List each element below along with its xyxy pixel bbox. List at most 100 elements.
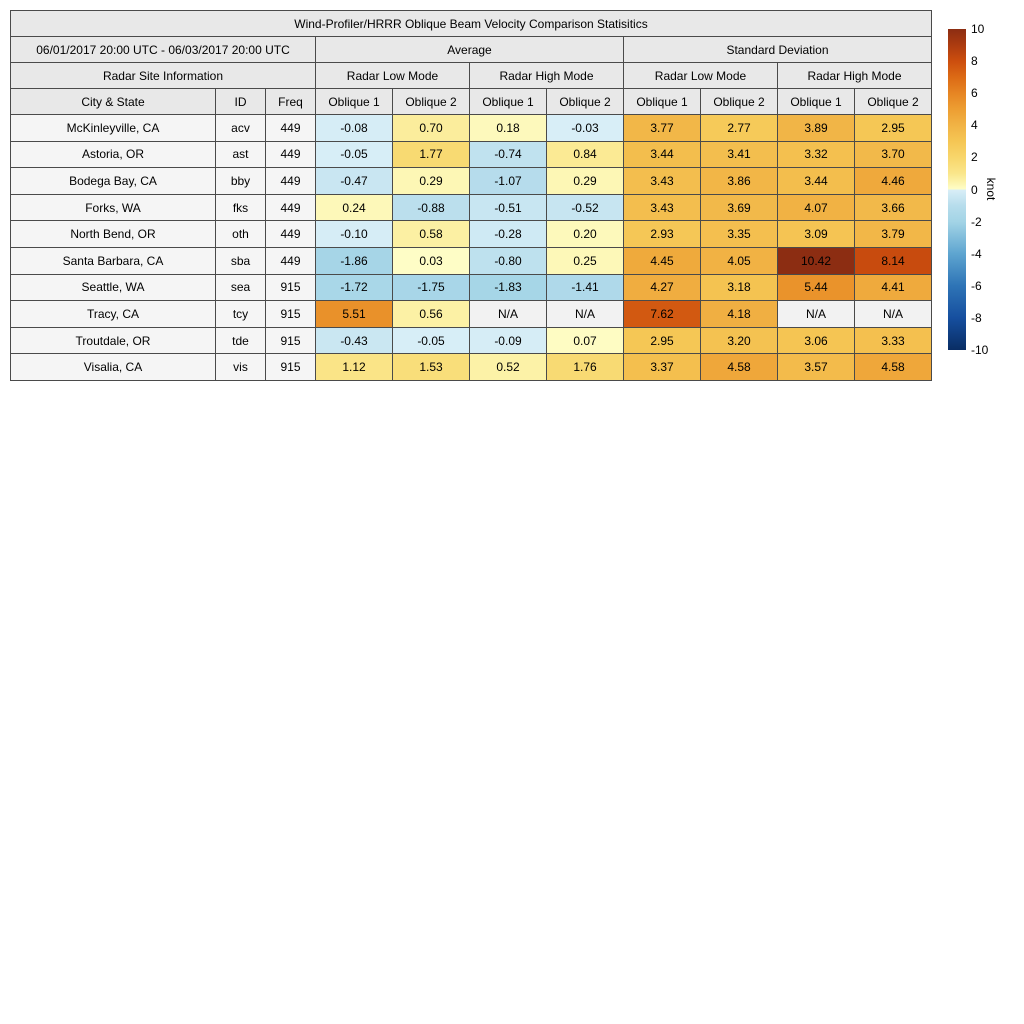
value-cell: 1.77: [392, 140, 470, 169]
value-cell: 0.70: [392, 114, 470, 142]
value-cell: 3.77: [623, 114, 701, 142]
table-row: McKinleyville, CA acv 449 -0.08 0.70 0.18 -0.0…: [10, 114, 932, 142]
column-header-row: City & State ID Freq Oblique 1 Oblique 2…: [10, 88, 932, 115]
value-cell: -0.51: [469, 193, 547, 222]
value-cell: 2.95: [623, 326, 701, 355]
id-cell: sea: [215, 273, 266, 302]
value-cell: 3.35: [700, 220, 778, 248]
value-cell: 3.44: [623, 140, 701, 169]
value-cell: -0.88: [392, 193, 470, 222]
value-cell: -0.10: [315, 220, 393, 248]
value-cell: 0.03: [392, 246, 470, 275]
city-cell: McKinleyville, CA: [10, 114, 216, 142]
value-cell: 3.86: [700, 167, 778, 195]
id-cell: bby: [215, 167, 266, 195]
value-cell: 10.42: [777, 246, 855, 275]
value-cell: 0.25: [546, 246, 624, 275]
city-cell: Bodega Bay, CA: [10, 167, 216, 195]
value-cell: 4.07: [777, 193, 855, 222]
group-row-1: 06/01/2017 20:00 UTC - 06/03/2017 20:00 …: [10, 36, 932, 63]
colorbar-tick-label: 6: [971, 86, 978, 101]
value-cell: 3.89: [777, 114, 855, 142]
value-cell: 0.07: [546, 326, 624, 355]
value-cell: 3.79: [854, 220, 932, 248]
colorbar-gradient: [948, 29, 966, 350]
value-cell: -0.08: [315, 114, 393, 142]
value-cell: 0.18: [469, 114, 547, 142]
value-cell: 3.33: [854, 326, 932, 355]
value-cell: N/A: [777, 300, 855, 328]
value-cell: 3.20: [700, 326, 778, 355]
value-cell: 3.57: [777, 353, 855, 381]
colorbar-tick-label: -8: [971, 310, 982, 325]
id-cell: tcy: [215, 300, 266, 328]
value-cell: 4.46: [854, 167, 932, 195]
date-range-cell: 06/01/2017 20:00 UTC - 06/03/2017 20:00 …: [10, 36, 316, 63]
table-row: Seattle, WA sea 915 -1.72 -1.75 -1.83 -1.41 4.2…: [10, 273, 932, 302]
col-oblique2-header: Oblique 2: [546, 88, 624, 115]
value-cell: 3.06: [777, 326, 855, 355]
col-oblique1-header: Oblique 1: [469, 88, 547, 115]
col-oblique1-header: Oblique 1: [315, 88, 393, 115]
colorbar-tick-label: 10: [971, 22, 985, 36]
value-cell: 3.43: [623, 193, 701, 222]
value-cell: -1.75: [392, 273, 470, 302]
col-oblique2-header: Oblique 2: [854, 88, 932, 115]
sd-low-mode-header: Radar Low Mode: [623, 62, 778, 89]
table-title: Wind-Profiler/HRRR Oblique Beam Velocity…: [10, 10, 932, 37]
value-cell: 0.84: [546, 140, 624, 169]
col-freq-header: Freq: [265, 88, 316, 115]
value-cell: 0.56: [392, 300, 470, 328]
freq-cell: 915: [265, 300, 316, 328]
freq-cell: 449: [265, 140, 316, 169]
colorbar-tick-label: 8: [971, 54, 978, 69]
city-cell: Forks, WA: [10, 193, 216, 222]
table-row: North Bend, OR oth 449 -0.10 0.58 -0.28 0.20 2.…: [10, 220, 932, 248]
value-cell: 4.41: [854, 273, 932, 302]
value-cell: 3.69: [700, 193, 778, 222]
value-cell: 0.58: [392, 220, 470, 248]
sd-high-mode-header: Radar High Mode: [777, 62, 932, 89]
city-cell: Santa Barbara, CA: [10, 246, 216, 275]
avg-low-mode-header: Radar Low Mode: [315, 62, 470, 89]
value-cell: -0.47: [315, 167, 393, 195]
city-cell: Troutdale, OR: [10, 326, 216, 355]
value-cell: 0.52: [469, 353, 547, 381]
value-cell: -1.41: [546, 273, 624, 302]
value-cell: 3.09: [777, 220, 855, 248]
value-cell: 2.95: [854, 114, 932, 142]
table-row: Astoria, OR ast 449 -0.05 1.77 -0.74 0.84 3.44 3…: [10, 140, 932, 169]
value-cell: 4.58: [854, 353, 932, 381]
table-row: Santa Barbara, CA sba 449 -1.86 0.03 -0.80 0.2…: [10, 246, 932, 275]
city-cell: Visalia, CA: [10, 353, 216, 381]
value-cell: 0.24: [315, 193, 393, 222]
site-info-cell: Radar Site Information: [10, 62, 316, 89]
id-cell: sba: [215, 246, 266, 275]
value-cell: -0.05: [392, 326, 470, 355]
freq-cell: 449: [265, 193, 316, 222]
value-cell: -0.28: [469, 220, 547, 248]
table-body: McKinleyville, CA acv 449 -0.08 0.70 0.18 -0.0…: [10, 114, 932, 381]
value-cell: -0.05: [315, 140, 393, 169]
colorbar-tick-label: -2: [971, 214, 982, 229]
id-cell: ast: [215, 140, 266, 169]
freq-cell: 915: [265, 353, 316, 381]
value-cell: 3.41: [700, 140, 778, 169]
table-row: Bodega Bay, CA bby 449 -0.47 0.29 -1.07 0.29 3.…: [10, 167, 932, 195]
value-cell: 3.44: [777, 167, 855, 195]
table-row: Troutdale, OR tde 915 -0.43 -0.05 -0.09 0.07 2.…: [10, 326, 932, 355]
id-cell: vis: [215, 353, 266, 381]
col-oblique2-header: Oblique 2: [392, 88, 470, 115]
value-cell: N/A: [546, 300, 624, 328]
value-cell: 4.27: [623, 273, 701, 302]
value-cell: 3.43: [623, 167, 701, 195]
city-cell: North Bend, OR: [10, 220, 216, 248]
value-cell: -0.74: [469, 140, 547, 169]
title-row: Wind-Profiler/HRRR Oblique Beam Velocity…: [10, 10, 932, 37]
value-cell: -0.09: [469, 326, 547, 355]
value-cell: -0.52: [546, 193, 624, 222]
value-cell: 8.14: [854, 246, 932, 275]
value-cell: 2.93: [623, 220, 701, 248]
value-cell: N/A: [469, 300, 547, 328]
value-cell: 1.53: [392, 353, 470, 381]
